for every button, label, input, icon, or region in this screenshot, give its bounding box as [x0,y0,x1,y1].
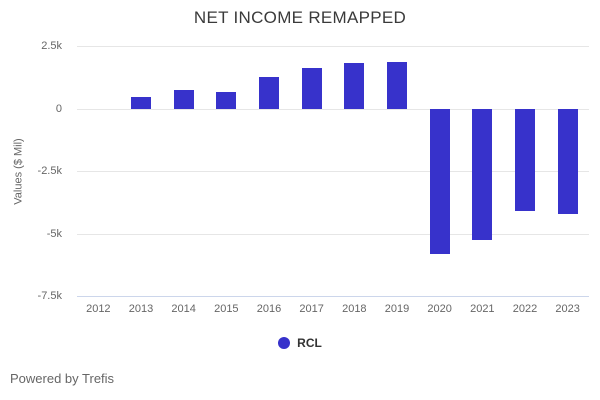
bar-2023[interactable] [557,108,578,214]
x-tick-label: 2022 [512,303,538,315]
bar-2017[interactable] [301,67,322,109]
x-tick-label: 2018 [342,303,367,315]
bar-2021[interactable] [472,108,493,240]
x-tick-label: 2012 [86,303,111,315]
bar-2015[interactable] [216,91,237,109]
y-tick-label: 2.5k [41,40,62,52]
bar-2014[interactable] [173,89,194,109]
x-tick-label: 2014 [171,303,196,315]
bar-2019[interactable] [387,61,407,109]
credit-link[interactable]: Powered by Trefis [10,371,115,386]
gridline [77,171,589,172]
x-tick-label: 2023 [555,303,580,315]
bar-2013[interactable] [131,96,151,109]
x-tick-label: 2021 [470,303,495,315]
x-tick-label: 2016 [256,303,282,315]
x-tick-label: 2020 [427,303,452,315]
x-axis-line [77,296,589,297]
y-tick-label: 0 [55,102,62,115]
x-tick-label: 2013 [128,303,154,315]
bar-2022[interactable] [515,108,535,211]
gridline [77,46,589,47]
legend-item-rcl[interactable]: RCL [278,336,322,350]
y-tick-label: -7.5k [37,290,62,302]
x-tick-label: 2019 [384,303,410,315]
y-tick-label: -2.5k [37,165,62,177]
legend-label: RCL [297,336,322,350]
y-tick-label: -5k [46,227,62,240]
x-tick-label: 2015 [214,303,239,315]
gridline [77,233,589,235]
bar-2016[interactable] [259,76,279,109]
gridline [77,108,589,110]
bar-2020[interactable] [429,108,450,254]
chart-title: NET INCOME REMAPPED [193,8,407,27]
x-tick-label: 2017 [299,303,324,315]
bar-2018[interactable] [344,63,365,109]
legend: RCL [0,334,600,352]
legend-marker-icon [278,337,291,349]
